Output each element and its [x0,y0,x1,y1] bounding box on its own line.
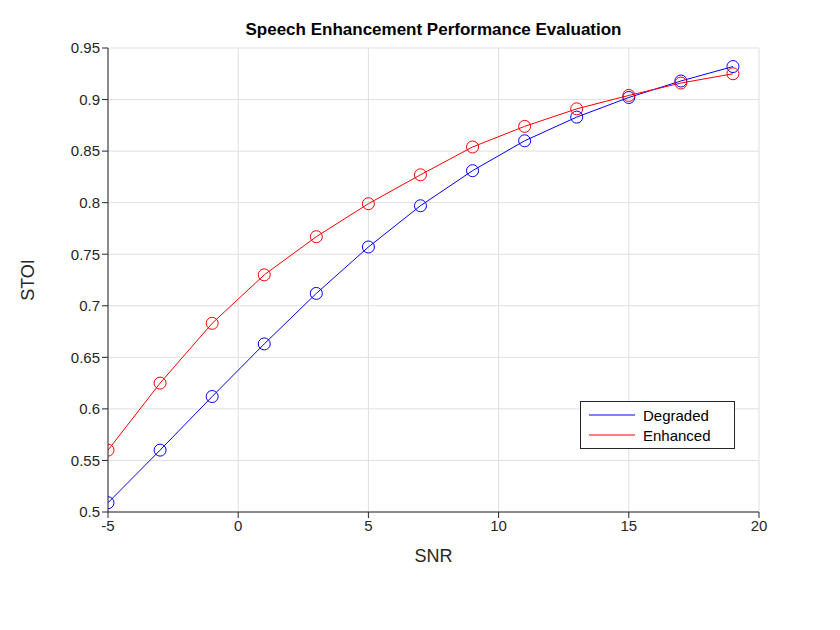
svg-text:5: 5 [364,517,372,534]
svg-text:STOI: STOI [18,259,38,301]
html-text:Degraded: Degraded [643,406,709,424]
svg-text:0.85: 0.85 [71,142,100,159]
svg-text:0.6: 0.6 [79,400,100,417]
html-text:Speech Enhancement Performance: Speech Enhancement Performance Evaluatio… [245,20,622,39]
svg-text:0: 0 [234,517,242,534]
svg-text:10: 10 [490,517,507,534]
svg-text:0.75: 0.75 [71,246,100,263]
svg-text:20: 20 [751,517,768,534]
svg-text:0.65: 0.65 [71,349,100,366]
svg-text:0.9: 0.9 [79,91,100,108]
svg-text:0.95: 0.95 [71,39,100,56]
svg-text:15: 15 [620,517,637,534]
svg-text:-5: -5 [101,517,114,534]
svg-text:0.7: 0.7 [79,297,100,314]
svg-text:0.5: 0.5 [79,503,100,520]
svg-text:SNR: SNR [414,546,452,566]
html-text:Enhanced: Enhanced [643,426,711,444]
svg-text:0.55: 0.55 [71,452,100,469]
svg-text:0.8: 0.8 [79,194,100,211]
